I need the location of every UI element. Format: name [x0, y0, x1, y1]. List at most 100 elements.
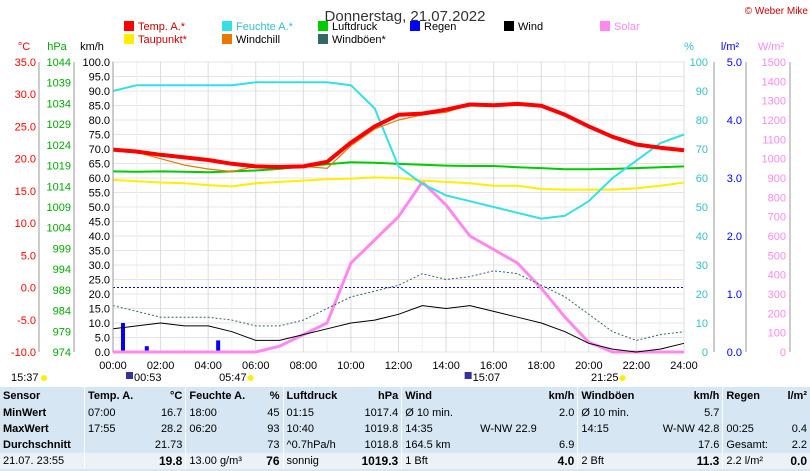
sunrise-marker — [247, 375, 254, 381]
humidity-tick-label: 80 — [696, 115, 708, 127]
stats-header: Temp. A. — [83, 387, 146, 405]
solar-tick-label: 1000 — [762, 154, 786, 166]
pressure-tick-label: 1014 — [47, 181, 71, 193]
stats-cell — [465, 453, 540, 469]
stats-row-max: MaxWert 17:55 28.2 06:20 93 10:40 1019.8… — [0, 421, 810, 437]
pressure-tick-label: 1004 — [47, 223, 71, 235]
rain-bar — [144, 346, 149, 352]
brand-label[interactable]: © Weber Mike — [745, 6, 809, 17]
axis-units: °C hPa km/h% l/m² W/m² — [18, 41, 785, 53]
stats-cell: 2.2 l/m² — [722, 453, 780, 469]
legend-label: Windchill — [236, 34, 280, 46]
moonset-marker — [464, 372, 472, 379]
rain-tick-label: 2.0 — [727, 231, 742, 243]
stats-cell: 18:00 — [185, 405, 260, 421]
wind-tick-label: 0.0 — [95, 347, 110, 359]
wind-tick-label: 65.0 — [89, 159, 110, 171]
stats-header: % — [269, 390, 280, 402]
wind-tick-label: 40.0 — [89, 231, 110, 243]
wind-tick-label: 100.0 — [82, 57, 110, 69]
series-line-solar — [113, 180, 684, 354]
legend-swatch — [222, 34, 232, 44]
legend-label: Wind — [518, 21, 543, 33]
wind-tick-label: 5.0 — [95, 333, 110, 345]
temp-tick-label: 15.0 — [15, 186, 36, 198]
stats-header: Regen — [722, 387, 780, 405]
humidity-tick-label: 70 — [696, 144, 708, 156]
sunset-time-label: 21:25 — [591, 372, 619, 384]
moon-time-label: 15:37 — [11, 372, 39, 384]
stats-cell: 10:40 — [282, 421, 351, 437]
stats-cell — [722, 405, 780, 421]
stats-cell: 5.7 — [704, 407, 720, 419]
stats-row-label: MaxWert — [3, 423, 49, 435]
stats-cell: ^0.7hPa/h — [282, 437, 351, 453]
solar-tick-label: 100 — [768, 328, 786, 340]
stats-header: hPa — [378, 390, 399, 402]
stats-row-label: 21.07. 23:55 — [0, 453, 85, 469]
stats-header: Windböen — [577, 387, 649, 405]
pressure-tick-label: 1029 — [47, 119, 71, 131]
solar-tick-label: 1100 — [762, 134, 786, 146]
time-tick-label: 04:00 — [194, 360, 222, 372]
wind-tick-label: 75.0 — [89, 130, 110, 142]
stats-cell: 4.0 — [557, 454, 575, 468]
time-tick-label: 24:00 — [670, 360, 698, 372]
wind-tick-label: 80.0 — [89, 115, 110, 127]
series-layer — [112, 81, 685, 354]
stats-row-current: 21.07. 23:55 19.8 13.00 g/m³ 76 sonnig 1… — [0, 453, 810, 469]
solar-tick-label: 1300 — [762, 96, 786, 108]
solar-tick-label: 300 — [768, 289, 786, 301]
solar-tick-label: 500 — [768, 250, 786, 262]
legend-label: Temp. A.* — [138, 21, 186, 33]
stats-cell: 1019.8 — [364, 423, 399, 435]
humidity-axis-unit: % — [684, 41, 694, 53]
stats-header: km/h — [693, 390, 720, 402]
legend-swatch — [124, 34, 134, 44]
stats-cell: 06:20 — [185, 421, 260, 437]
wind-tick-label: 95.0 — [89, 72, 110, 84]
pressure-tick-label: 984 — [53, 306, 71, 318]
stats-cell: 1017.4 — [364, 407, 399, 419]
series-line-wind — [112, 305, 685, 353]
wind-tick-label: 25.0 — [89, 275, 110, 287]
pressure-tick-label: 1039 — [47, 78, 71, 90]
stats-header: Luftdruck — [282, 387, 351, 405]
rain-tick-label: 1.0 — [727, 289, 742, 301]
time-tick-label: 00:00 — [99, 360, 127, 372]
axes-layer: 35.0 30.0 25.0 20.0 15.0 10.0 5.0 0.0 -5.0 -10.0 1… — [11, 57, 791, 372]
legend-swatch — [600, 21, 610, 31]
stats-cell — [83, 437, 146, 453]
humidity-tick-label: 60 — [696, 173, 708, 185]
stats-header: Feuchte A. — [185, 387, 260, 405]
pressure-tick-label: 1009 — [47, 202, 71, 214]
stats-cell — [185, 437, 260, 453]
rain-tick-label: 5.0 — [727, 57, 742, 69]
moonset-time-label: 15:07 — [473, 372, 501, 384]
pressure-tick-label: 999 — [53, 243, 71, 255]
pressure-tick-label: 979 — [53, 326, 71, 338]
legend-swatch — [504, 21, 514, 31]
time-tick-label: 06:00 — [242, 360, 270, 372]
pressure-tick-label: 1019 — [47, 161, 71, 173]
time-tick-label: 02:00 — [147, 360, 175, 372]
pressure-axis-unit: hPa — [47, 41, 67, 53]
stats-cell — [466, 437, 540, 453]
wind-tick-label: 60.0 — [89, 173, 110, 185]
temp-tick-label: -10.0 — [11, 347, 36, 359]
solar-tick-label: 1200 — [762, 115, 786, 127]
moonrise-time-label: 00:53 — [134, 372, 162, 384]
pressure-tick-label: 994 — [53, 264, 71, 276]
stats-cell — [540, 421, 578, 437]
stats-cell: 21.73 — [154, 439, 183, 451]
wind-axis-unit: km/h — [80, 41, 104, 53]
stats-row-label: Durchschnitt — [3, 439, 71, 451]
solar-tick-label: 200 — [768, 308, 786, 320]
stats-row-avg: Durchschnitt 21.73 73 ^0.7hPa/h 1018.8 1… — [0, 437, 810, 453]
time-tick-label: 16:00 — [480, 360, 508, 372]
time-tick-label: 08:00 — [290, 360, 318, 372]
wind-tick-label: 70.0 — [89, 144, 110, 156]
humidity-tick-label: 40 — [696, 231, 708, 243]
humidity-tick-label: 50 — [696, 202, 708, 214]
